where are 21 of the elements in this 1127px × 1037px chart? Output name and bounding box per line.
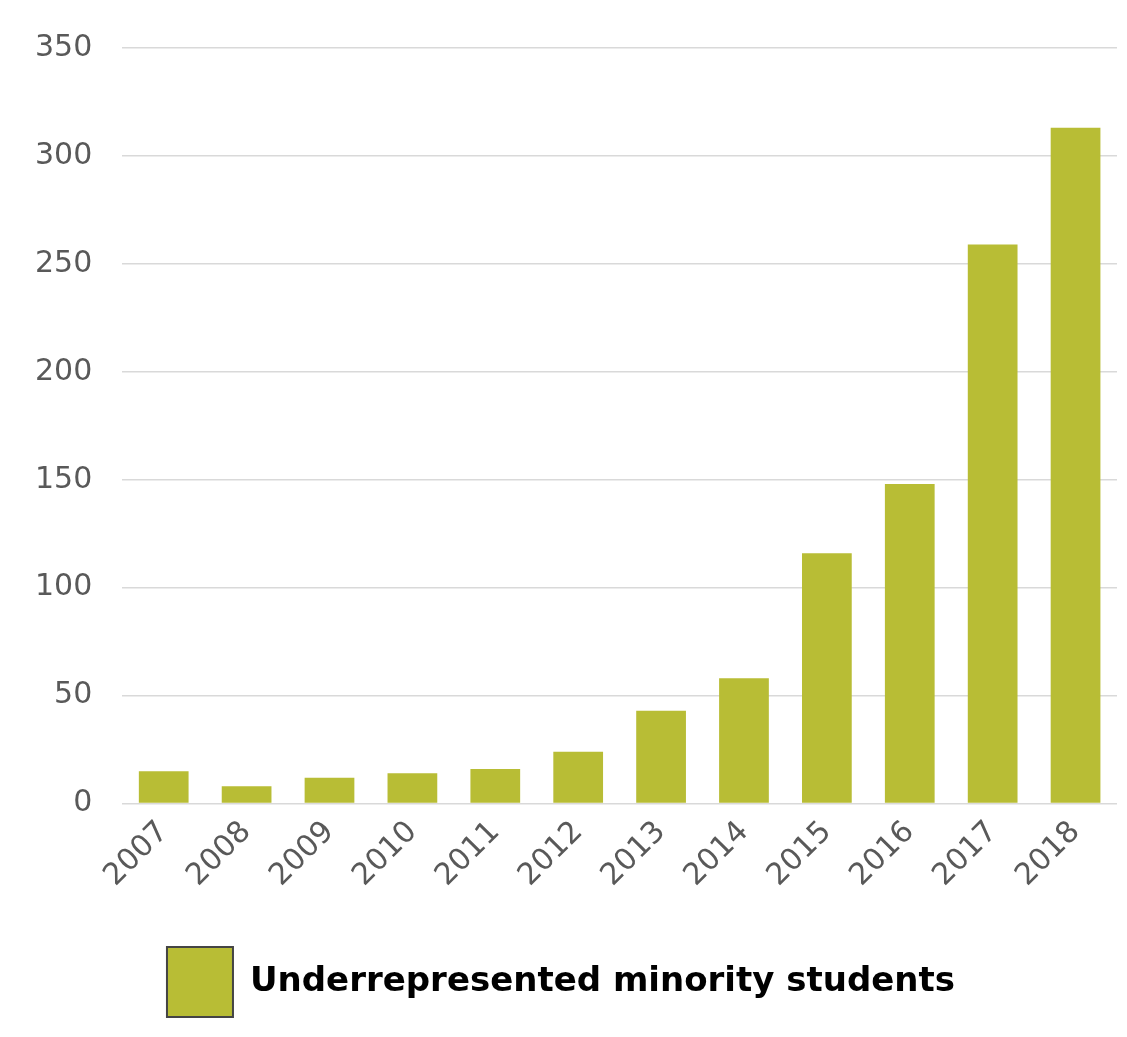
legend-label: Underrepresented minority students [249,958,956,999]
y-tick-label: 50 [54,675,93,711]
bar [636,710,686,803]
bar [884,484,935,803]
bar [221,786,272,803]
bar [138,771,189,803]
bar [470,769,521,803]
bar [1050,127,1101,803]
bar [967,244,1018,803]
bar [719,678,769,803]
y-tick-label: 200 [35,351,93,387]
bar [802,553,852,803]
bar [304,777,355,803]
y-tick-label: 0 [73,783,93,819]
y-tick-label: 150 [35,459,93,495]
bar [553,751,604,803]
y-tick-label: 350 [35,27,93,63]
y-tick-label: 100 [35,567,93,603]
y-tick-label: 250 [35,243,93,279]
y-tick-label: 300 [35,135,93,171]
bar [387,773,438,803]
